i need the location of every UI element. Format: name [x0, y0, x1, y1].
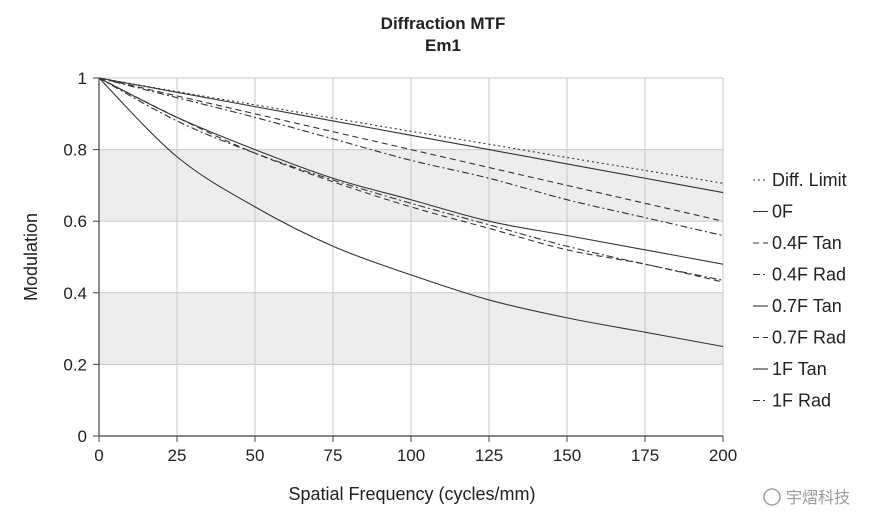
x-tick-label: 150 [553, 446, 581, 465]
x-tick-label: 50 [246, 446, 265, 465]
x-axis-label: Spatial Frequency (cycles/mm) [288, 484, 535, 504]
weibo-icon [763, 488, 781, 506]
legend-label-4: 0.7F Tan [772, 296, 842, 316]
axes [93, 77, 724, 442]
series-line-1 [98, 77, 724, 194]
legend-label-6: 1F Tan [772, 359, 827, 379]
series-line-0 [98, 77, 724, 184]
y-tick-label: 0.6 [63, 212, 87, 231]
x-tick-label: 25 [168, 446, 187, 465]
legend: Diff. Limit 0F 0.4F Tan 0.4F Rad 0.7F Tan 0.7… [753, 170, 847, 411]
series-line-2 [98, 77, 724, 222]
x-tick-label: 75 [324, 446, 343, 465]
x-tick-label: 0 [94, 446, 103, 465]
tick-labels: 0 25 50 75 100 125 150 175 200 0 0.2 0.4 0.6 0.8 1 [63, 69, 737, 465]
legend-label-5: 0.7F Rad [772, 328, 846, 348]
series-lines [98, 77, 724, 348]
watermark: 宇熠科技 [763, 488, 850, 507]
chart-subtitle: Em1 [425, 36, 461, 55]
series-line-7 [98, 77, 724, 281]
x-tick-label: 125 [475, 446, 503, 465]
watermark-text: 宇熠科技 [786, 488, 850, 507]
legend-label-0: Diff. Limit [772, 170, 847, 190]
y-tick-label: 0.4 [63, 284, 87, 303]
x-tick-label: 200 [709, 446, 737, 465]
series-line-5 [98, 77, 724, 283]
legend-label-2: 0.4F Tan [772, 233, 842, 253]
x-tick-label: 175 [631, 446, 659, 465]
series-line-6 [98, 77, 724, 348]
y-tick-label: 0.2 [63, 355, 87, 374]
y-axis-label: Modulation [21, 213, 41, 301]
y-tick-label: 0.8 [63, 141, 87, 160]
y-tick-label: 1 [78, 69, 87, 88]
x-tick-label: 100 [397, 446, 425, 465]
y-tick-label: 0 [78, 427, 87, 446]
legend-label-1: 0F [772, 202, 793, 222]
chart-title: Diffraction MTF [381, 14, 506, 33]
legend-label-7: 1F Rad [772, 391, 831, 411]
legend-label-3: 0.4F Rad [772, 265, 846, 285]
